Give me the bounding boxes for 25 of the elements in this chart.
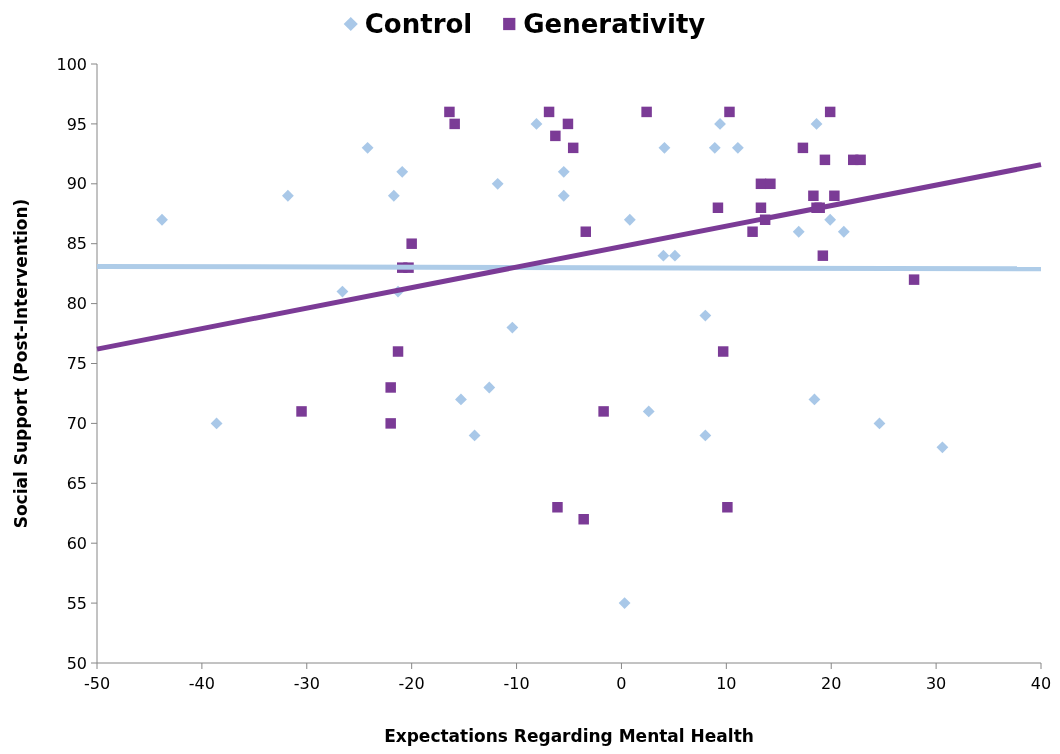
x-tick-label: -10	[503, 674, 530, 693]
x-tick-label: 10	[716, 674, 737, 693]
y-tick-label: 70	[66, 414, 87, 433]
x-tick-label: -50	[83, 674, 111, 693]
x-tick-label: -20	[398, 674, 425, 693]
y-tick-label: 75	[66, 354, 87, 374]
x-tick-label: -40	[188, 674, 215, 693]
y-tick-label: 95	[66, 114, 87, 134]
y-tick-label: 50	[66, 653, 87, 673]
y-tick-label: 85	[66, 234, 87, 254]
y-tick-label: 65	[66, 473, 87, 493]
x-tick-label: 30	[925, 674, 947, 693]
y-tick-label: 80	[66, 294, 87, 314]
x-tick-label: 20	[821, 674, 842, 693]
legend-label: Generativity	[523, 9, 706, 40]
y-axis-title: Social Support (Post-Intervention)	[11, 198, 31, 529]
x-axis-title: Expectations Regarding Mental Health	[384, 726, 754, 746]
y-tick-label: 90	[66, 174, 87, 194]
x-tick-label: 0	[616, 674, 627, 693]
y-tick-label: 60	[66, 533, 87, 553]
x-tick-label: 40	[1030, 674, 1052, 693]
x-tick-label: -30	[293, 674, 320, 693]
y-tick-label: 100	[56, 54, 87, 74]
legend-label: Control	[364, 9, 473, 40]
y-tick-label: 55	[66, 593, 87, 613]
